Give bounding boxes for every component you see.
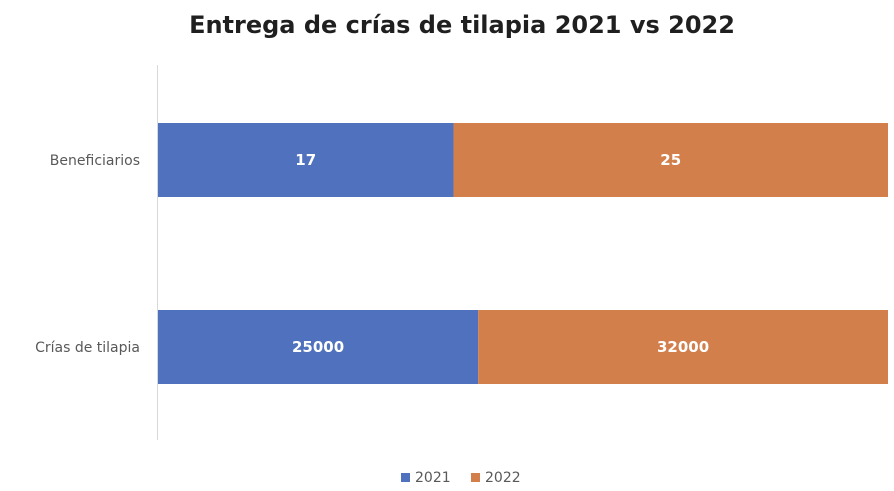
data-label-crias-de-tilapia-2021: 25000 (292, 338, 344, 356)
data-label-beneficiarios-2021: 17 (295, 151, 316, 169)
bars-layer: Beneficiarios 17 25 Crías de tilapia 25000 32… (35, 123, 888, 384)
legend-label-2022: 2022 (485, 470, 521, 486)
bar-beneficiarios-2022 (453, 123, 888, 197)
legend-label-2021: 2021 (415, 470, 451, 486)
data-label-beneficiarios-2022: 25 (660, 151, 681, 169)
bar-crias-de-tilapia-2021 (158, 310, 479, 384)
bar-beneficiarios-2021 (158, 123, 454, 197)
legend: 2021 2022 (401, 470, 521, 486)
legend-swatch-2021 (401, 473, 410, 482)
legend-swatch-2022 (471, 473, 480, 482)
chart-title: Entrega de crías de tilapia 2021 vs 2022 (189, 11, 735, 39)
category-label-crias-de-tilapia: Crías de tilapia (35, 340, 140, 356)
data-label-crias-de-tilapia-2022: 32000 (657, 338, 709, 356)
category-label-beneficiarios: Beneficiarios (50, 153, 140, 169)
bar-crias-de-tilapia-2022 (478, 310, 888, 384)
